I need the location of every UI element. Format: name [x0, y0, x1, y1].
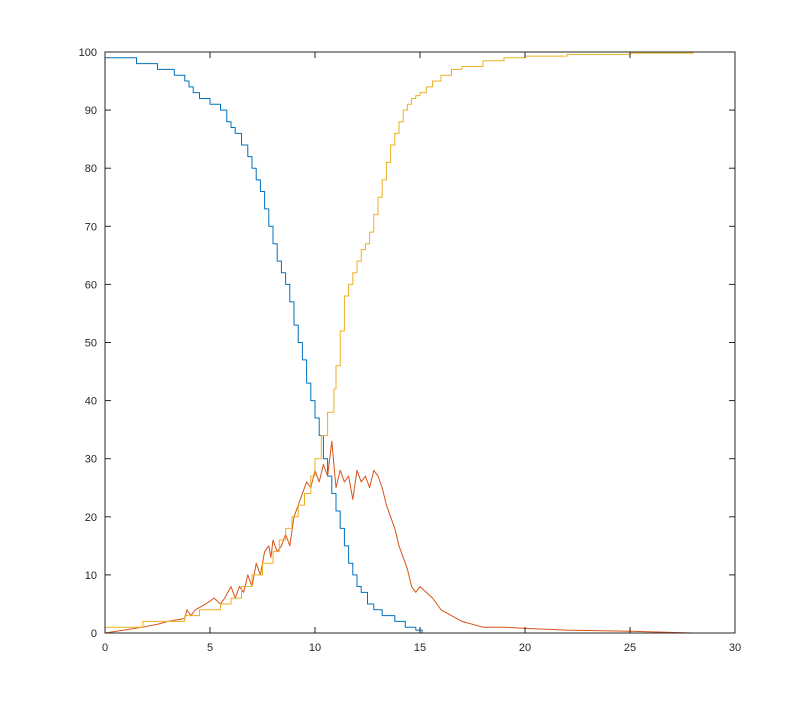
x-tick-label: 10 [309, 642, 321, 654]
series-layer [104, 51, 694, 634]
ticks-layer: 0 5 10 15 20 25 30 0 10 20 30 40 50 60 70 80 90 100 [79, 47, 741, 654]
x-tick-label: 15 [414, 642, 426, 654]
x-tick-label: 5 [207, 642, 213, 654]
y-tick-label: 40 [85, 396, 97, 408]
y-tick-label: 80 [85, 163, 97, 175]
x-tick-label: 25 [624, 642, 636, 654]
y-tick-label: 60 [85, 279, 97, 291]
x-tick-label: 0 [102, 642, 108, 654]
y-tick-label: 30 [85, 454, 97, 466]
axes-box [104, 51, 736, 634]
y-tick-label: 0 [91, 628, 97, 640]
series-line-1 [105, 57, 423, 633]
y-tick-label: 20 [85, 512, 97, 524]
series-line-2 [104, 440, 694, 634]
series-line-3 [105, 52, 694, 628]
y-tick-label: 90 [85, 105, 97, 117]
y-tick-label: 100 [79, 47, 97, 59]
y-tick-label: 70 [85, 221, 97, 233]
y-tick-label: 50 [85, 338, 97, 350]
x-tick-label: 30 [729, 642, 741, 654]
x-tick-label: 20 [519, 642, 531, 654]
y-tick-label: 10 [85, 570, 97, 582]
